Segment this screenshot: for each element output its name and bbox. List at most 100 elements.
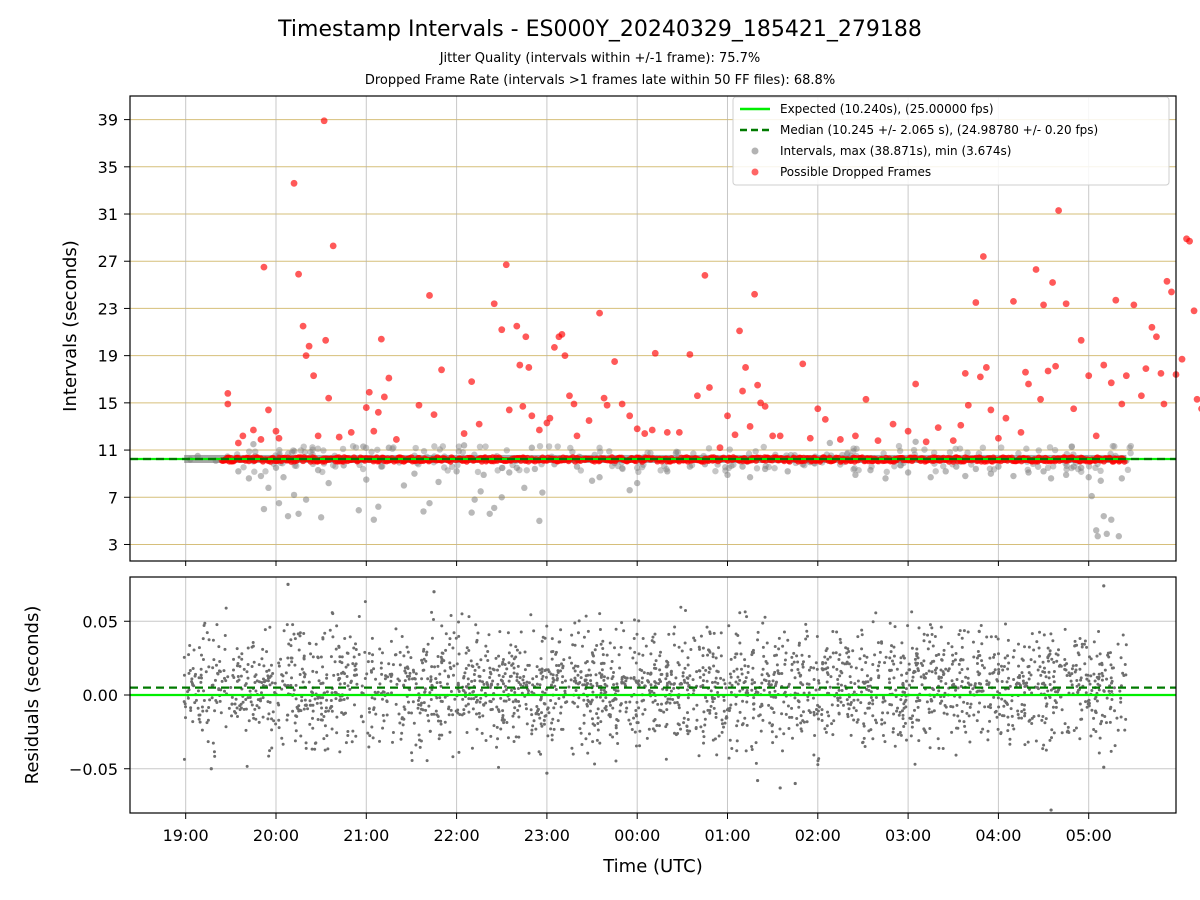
interval-point <box>618 464 626 472</box>
dropped-frame-point <box>468 378 476 386</box>
residual-point <box>540 711 544 715</box>
residual-point <box>707 648 711 652</box>
interval-point <box>503 447 510 454</box>
residual-point <box>478 700 482 704</box>
residual-point <box>268 683 272 687</box>
residual-point <box>329 655 333 659</box>
residual-point <box>686 656 690 660</box>
residual-point <box>582 721 586 725</box>
residual-point <box>640 699 644 703</box>
residual-point <box>849 665 853 669</box>
interval-point <box>523 467 530 474</box>
residual-point <box>668 697 672 701</box>
residual-point <box>367 707 371 711</box>
residual-point <box>853 682 857 686</box>
residual-point <box>1094 710 1098 714</box>
residual-point <box>374 712 378 716</box>
residual-point <box>368 734 372 738</box>
dropped-frame-point <box>596 309 603 317</box>
dropped-frame-point <box>295 270 302 278</box>
residual-point <box>186 696 190 700</box>
residual-point <box>1044 717 1048 721</box>
residual-point <box>618 666 622 670</box>
residual-point <box>509 643 513 647</box>
residual-point <box>218 670 222 674</box>
dropped-frame-point <box>706 384 713 391</box>
interval-point <box>513 464 520 471</box>
residual-point <box>381 726 385 730</box>
interval-point <box>1088 492 1095 500</box>
residual-point <box>927 711 931 715</box>
dropped-frame-point <box>1178 355 1186 363</box>
residual-point <box>1000 714 1004 718</box>
residual-point <box>531 677 535 681</box>
residual-point <box>735 667 739 671</box>
residual-point <box>758 713 762 717</box>
residual-point <box>313 697 317 701</box>
dropped-frame-point <box>751 290 758 298</box>
residual-point <box>672 682 676 686</box>
residual-point <box>328 628 332 632</box>
residual-point <box>1052 669 1056 673</box>
residual-point <box>573 676 577 680</box>
residual-point <box>932 709 936 713</box>
interval-point <box>1109 442 1116 450</box>
residual-point <box>267 712 271 716</box>
residual-point <box>297 709 301 713</box>
residual-point <box>685 711 689 715</box>
residual-point <box>837 658 841 662</box>
residual-point <box>438 696 442 700</box>
residual-point <box>398 650 402 654</box>
residual-point <box>844 646 848 650</box>
dropped-frame-point <box>234 439 242 447</box>
interval-point <box>844 449 851 457</box>
residual-point <box>1110 697 1114 701</box>
residual-point <box>487 633 491 637</box>
residual-point <box>352 703 356 707</box>
residual-point <box>212 750 216 754</box>
dropped-frame-point <box>322 336 330 344</box>
residual-point <box>702 735 706 739</box>
dropped-frame-point <box>362 404 370 411</box>
residual-point <box>396 677 400 681</box>
residual-point <box>197 713 201 717</box>
residual-point <box>330 709 334 713</box>
residual-point <box>790 662 794 666</box>
interval-point <box>272 464 280 471</box>
interval-point <box>895 442 903 450</box>
residual-point <box>680 649 684 653</box>
residual-point <box>190 677 194 681</box>
residual-point <box>997 672 1001 676</box>
residual-point <box>869 690 873 694</box>
residual-point <box>1078 702 1082 706</box>
residual-point <box>529 613 533 617</box>
residual-point <box>736 633 740 637</box>
interval-point <box>1103 530 1110 538</box>
dropped-frame-point <box>739 387 746 395</box>
residual-point <box>246 663 250 667</box>
residual-point <box>888 681 892 685</box>
residual-point <box>996 637 1000 641</box>
residual-point <box>692 636 696 640</box>
residual-point <box>897 713 901 717</box>
residual-point <box>595 681 599 685</box>
residual-point <box>664 757 668 761</box>
residual-point <box>539 671 543 675</box>
residual-point <box>705 625 709 629</box>
residual-point <box>1051 639 1055 643</box>
residual-point <box>486 659 490 663</box>
residual-point <box>851 649 855 653</box>
residual-point <box>954 652 958 656</box>
interval-point <box>1047 475 1055 482</box>
residual-point <box>1063 667 1067 671</box>
residual-point <box>1021 679 1025 683</box>
residual-point <box>1078 636 1082 640</box>
residual-point <box>601 647 605 651</box>
residual-point <box>192 648 196 652</box>
residual-point <box>335 715 339 719</box>
residual-point <box>414 672 418 676</box>
residual-point <box>774 735 778 739</box>
residual-point <box>576 705 580 709</box>
residual-point <box>752 702 756 706</box>
residual-point <box>300 699 304 703</box>
